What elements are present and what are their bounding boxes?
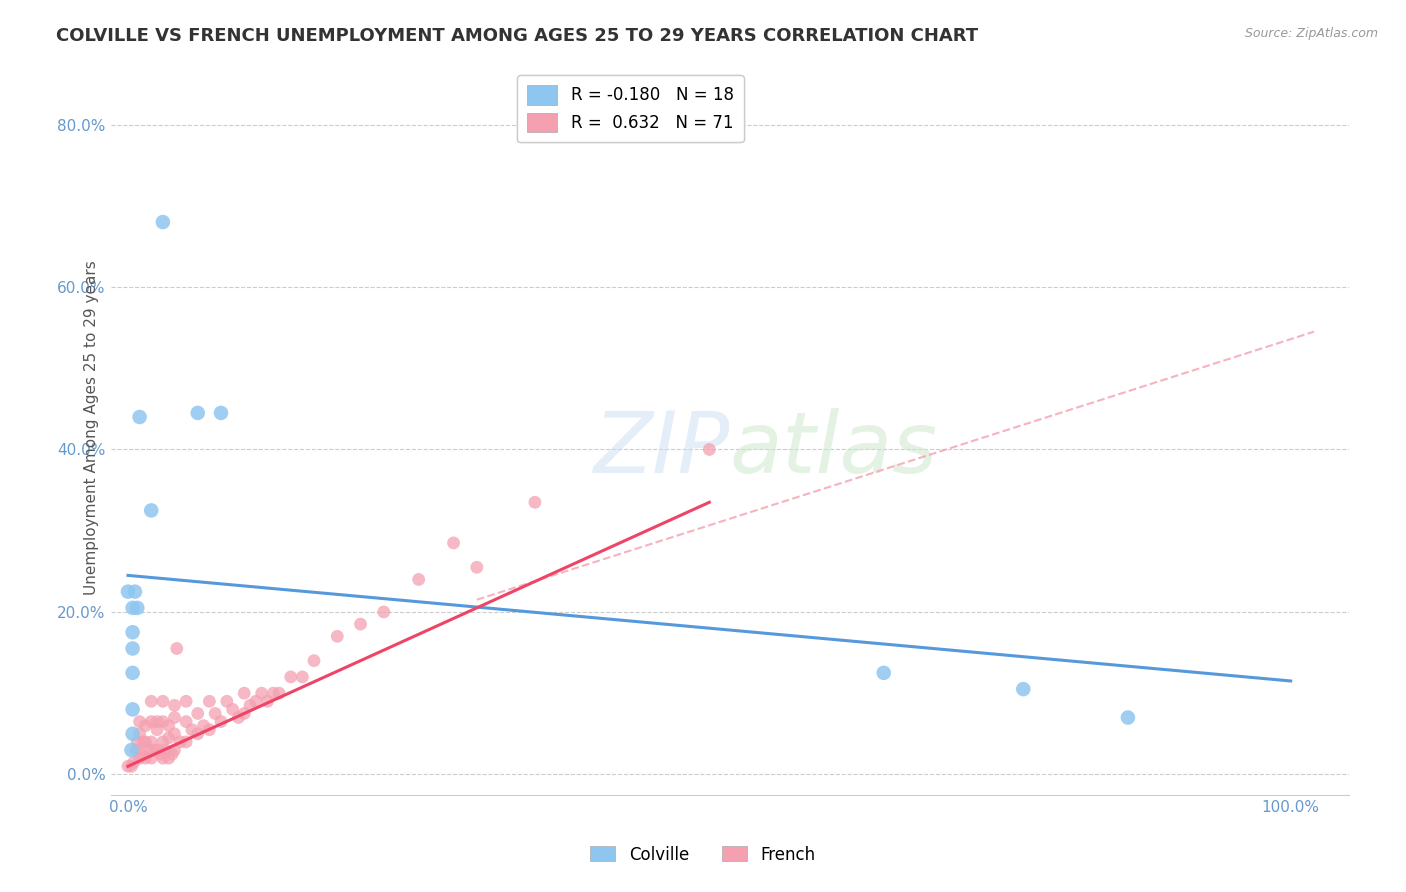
Point	[117, 584, 139, 599]
Point	[142, 743, 165, 757]
Point	[408, 573, 430, 587]
Point	[149, 747, 172, 761]
Point	[152, 751, 174, 765]
Point	[141, 714, 163, 729]
Point	[198, 723, 221, 737]
Legend: Colville, French: Colville, French	[583, 839, 823, 871]
Point	[373, 605, 395, 619]
Point	[163, 710, 186, 724]
Point	[228, 710, 250, 724]
Point	[1012, 682, 1035, 697]
Point	[198, 694, 221, 708]
Point	[174, 714, 197, 729]
Point	[250, 686, 273, 700]
Point	[127, 600, 149, 615]
Point	[174, 735, 197, 749]
Point	[221, 702, 243, 716]
Point	[141, 503, 163, 517]
Point	[523, 495, 546, 509]
Point	[157, 731, 180, 745]
Point	[121, 600, 143, 615]
Point	[326, 629, 349, 643]
Point	[262, 686, 284, 700]
Point	[163, 698, 186, 713]
Point	[128, 409, 150, 424]
Point	[152, 215, 174, 229]
Point	[121, 702, 143, 716]
Point	[174, 694, 197, 708]
Point	[125, 743, 148, 757]
Point	[256, 694, 278, 708]
Point	[128, 714, 150, 729]
Point	[204, 706, 226, 721]
Point	[152, 694, 174, 708]
Point	[134, 735, 156, 749]
Point	[128, 727, 150, 741]
Y-axis label: Unemployment Among Ages 25 to 29 years: Unemployment Among Ages 25 to 29 years	[84, 260, 100, 595]
Legend: R = -0.180   N = 18, R =  0.632   N = 71: R = -0.180 N = 18, R = 0.632 N = 71	[517, 75, 744, 142]
Point	[152, 735, 174, 749]
Point	[215, 694, 238, 708]
Point	[121, 665, 143, 680]
Point	[153, 743, 176, 757]
Text: ZIP: ZIP	[593, 408, 730, 491]
Point	[443, 536, 465, 550]
Point	[169, 735, 191, 749]
Point	[134, 719, 156, 733]
Point	[121, 641, 143, 656]
Point	[280, 670, 302, 684]
Point	[141, 694, 163, 708]
Point	[117, 759, 139, 773]
Point	[134, 751, 156, 765]
Point	[291, 670, 314, 684]
Point	[269, 686, 291, 700]
Point	[141, 751, 163, 765]
Point	[239, 698, 262, 713]
Point	[146, 714, 169, 729]
Point	[127, 735, 149, 749]
Point	[121, 625, 143, 640]
Point	[146, 723, 169, 737]
Point	[1116, 710, 1139, 724]
Point	[187, 727, 209, 741]
Point	[122, 755, 145, 769]
Point	[187, 706, 209, 721]
Point	[138, 743, 160, 757]
Point	[209, 406, 232, 420]
Text: atlas: atlas	[730, 408, 938, 491]
Point	[873, 665, 896, 680]
Point	[157, 719, 180, 733]
Point	[141, 735, 163, 749]
Text: COLVILLE VS FRENCH UNEMPLOYMENT AMONG AGES 25 TO 29 YEARS CORRELATION CHART: COLVILLE VS FRENCH UNEMPLOYMENT AMONG AG…	[56, 27, 979, 45]
Point	[157, 751, 180, 765]
Point	[465, 560, 488, 574]
Text: Source: ZipAtlas.com: Source: ZipAtlas.com	[1244, 27, 1378, 40]
Point	[152, 714, 174, 729]
Point	[124, 584, 146, 599]
Point	[699, 442, 721, 457]
Point	[193, 719, 215, 733]
Point	[121, 759, 143, 773]
Point	[187, 406, 209, 420]
Point	[233, 686, 256, 700]
Point	[349, 617, 371, 632]
Point	[146, 743, 169, 757]
Point	[163, 743, 186, 757]
Point	[163, 727, 186, 741]
Point	[121, 727, 143, 741]
Point	[233, 706, 256, 721]
Point	[181, 723, 204, 737]
Point	[128, 751, 150, 765]
Point	[209, 714, 232, 729]
Point	[160, 747, 183, 761]
Point	[121, 743, 143, 757]
Point	[245, 694, 267, 708]
Point	[166, 641, 188, 656]
Point	[132, 735, 155, 749]
Point	[131, 747, 153, 761]
Point	[302, 654, 325, 668]
